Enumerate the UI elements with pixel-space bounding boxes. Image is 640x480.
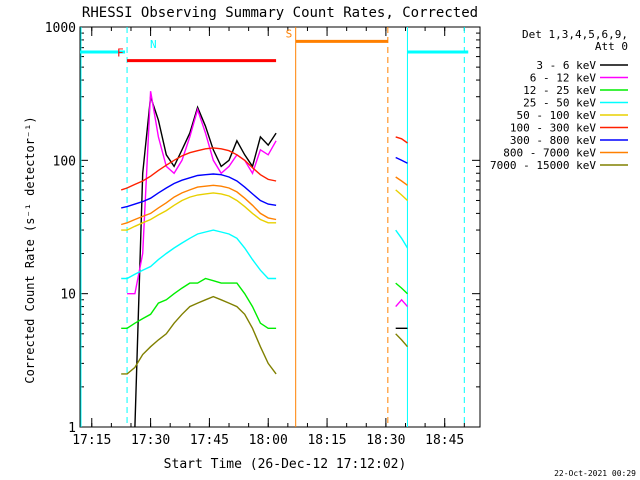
date-stamp: 22-Oct-2021 00:29 — [554, 469, 636, 478]
legend-label: 7000 - 15000 keV — [490, 159, 596, 172]
x-tick-label: 17:15 — [72, 433, 111, 448]
legend-header-line-2: Att 0 — [595, 40, 628, 53]
legend-header-line-1: Det 1,3,4,5,6,9, — [522, 28, 628, 41]
y-tick-label: 1 — [68, 421, 76, 436]
series-line-after-gap — [395, 229, 409, 249]
flag-s-label: S — [286, 27, 293, 40]
series-line-after-gap — [395, 156, 408, 164]
x-tick-label: 17:45 — [190, 433, 229, 448]
y-axis-label: Corrected Count Rate (s⁻¹ detector⁻¹) — [23, 116, 37, 383]
flag-n-label: N — [150, 38, 157, 51]
legend-label: 25 - 50 keV — [523, 97, 596, 110]
series-line — [121, 173, 277, 209]
series-line-after-gap — [395, 333, 409, 348]
series-line-after-gap — [395, 176, 408, 186]
y-tick-label: 10 — [60, 288, 76, 303]
series-line-after-gap — [395, 136, 408, 144]
series-line-after-gap — [395, 298, 409, 308]
legend-label: 6 - 12 keV — [530, 72, 597, 85]
series-line-after-gap — [395, 189, 408, 202]
x-tick-label: 18:00 — [249, 433, 288, 448]
x-tick-label: 17:30 — [131, 433, 170, 448]
legend-label: 50 - 100 keV — [517, 109, 597, 122]
legend-label: 800 - 7000 keV — [503, 147, 596, 160]
chart-title: RHESSI Observing Summary Count Rates, Co… — [82, 5, 478, 21]
series-line — [127, 91, 277, 295]
x-tick-label: 18:30 — [366, 433, 405, 448]
series-line — [120, 147, 277, 191]
y-tick-label: 1000 — [45, 21, 76, 36]
y-tick-label: 100 — [53, 154, 76, 169]
plot-area: 1 10 100 1000 17:15 17:30 17:45 18:00 18:15 18:30… — [45, 21, 481, 448]
series-line — [121, 192, 277, 231]
series-line-after-gap — [395, 282, 408, 295]
x-axis-label: Start Time (26-Dec-12 17:12:02) — [164, 457, 407, 472]
legend-label: 3 - 6 keV — [536, 59, 596, 72]
series-line — [134, 96, 277, 428]
series-line — [121, 277, 277, 329]
plot-frame — [79, 26, 481, 428]
x-tick-label: 18:15 — [307, 433, 346, 448]
x-tick-label: 18:45 — [425, 433, 464, 448]
series-line — [121, 295, 277, 375]
series-line — [121, 184, 277, 226]
legend-label: 100 - 300 keV — [510, 122, 596, 135]
series-line — [121, 229, 277, 280]
flag-f-label: F — [117, 47, 124, 60]
legend-label: 300 - 800 keV — [510, 134, 596, 147]
legend-label: 12 - 25 keV — [523, 84, 596, 97]
